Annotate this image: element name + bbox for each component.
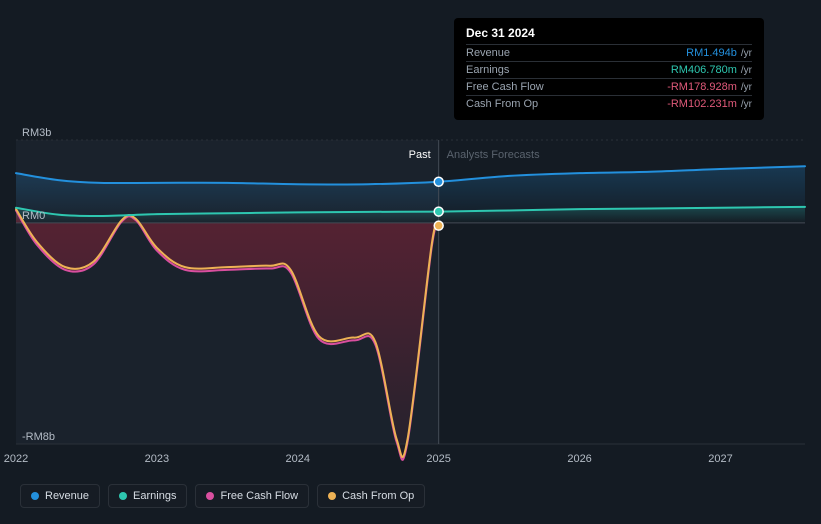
tooltip-row-value: RM406.780m [671, 64, 737, 76]
tooltip-row-value: RM1.494b [686, 47, 737, 59]
tooltip-row-label: Earnings [466, 64, 509, 76]
tooltip-row-unit: /yr [741, 65, 752, 76]
legend-dot [31, 492, 39, 500]
svg-text:Past: Past [409, 149, 431, 161]
legend-item-revenue[interactable]: Revenue [20, 484, 100, 508]
svg-text:2023: 2023 [145, 453, 169, 465]
chart-legend: Revenue Earnings Free Cash Flow Cash From O… [20, 484, 425, 508]
tooltip-row-value: -RM102.231m [667, 98, 737, 110]
legend-label: Earnings [133, 490, 176, 502]
svg-text:-RM8b: -RM8b [22, 431, 55, 443]
svg-text:RM0: RM0 [22, 210, 45, 222]
tooltip-date: Dec 31 2024 [466, 26, 752, 40]
legend-dot [206, 492, 214, 500]
tooltip-rows: RevenueRM1.494b/yrEarningsRM406.780m/yrF… [466, 44, 752, 112]
tooltip-row: Cash From Op -RM102.231m/yr [466, 95, 752, 112]
cfo-marker [434, 221, 443, 230]
svg-text:2025: 2025 [426, 453, 450, 465]
tooltip-row-unit: /yr [741, 82, 752, 93]
tooltip-row: Earnings RM406.780m/yr [466, 61, 752, 78]
svg-text:Analysts Forecasts: Analysts Forecasts [447, 149, 540, 161]
legend-item-fcf[interactable]: Free Cash Flow [195, 484, 309, 508]
tooltip-row-unit: /yr [741, 48, 752, 59]
tooltip-row: Free Cash Flow -RM178.928m/yr [466, 78, 752, 95]
legend-label: Revenue [45, 490, 89, 502]
tooltip-row-label: Free Cash Flow [466, 81, 544, 93]
tooltip-row-label: Cash From Op [466, 98, 538, 110]
svg-text:2027: 2027 [708, 453, 732, 465]
legend-item-earnings[interactable]: Earnings [108, 484, 187, 508]
chart-tooltip: Dec 31 2024 Revenue RM1.494b/yr Earnings RM… [454, 18, 764, 120]
svg-text:2024: 2024 [286, 453, 310, 465]
tooltip-row: Revenue RM1.494b/yr [466, 44, 752, 61]
legend-dot [119, 492, 127, 500]
tooltip-row-label: Revenue [466, 47, 510, 59]
revenue-marker [434, 177, 443, 186]
legend-item-cfo[interactable]: Cash From Op [317, 484, 425, 508]
svg-text:2026: 2026 [567, 453, 591, 465]
legend-label: Free Cash Flow [220, 490, 298, 502]
tooltip-row-unit: /yr [741, 99, 752, 110]
svg-text:RM3b: RM3b [22, 127, 51, 139]
tooltip-row-value: -RM178.928m [667, 81, 737, 93]
legend-label: Cash From Op [342, 490, 414, 502]
earnings-marker [434, 207, 443, 216]
legend-dot [328, 492, 336, 500]
svg-text:2022: 2022 [4, 453, 28, 465]
